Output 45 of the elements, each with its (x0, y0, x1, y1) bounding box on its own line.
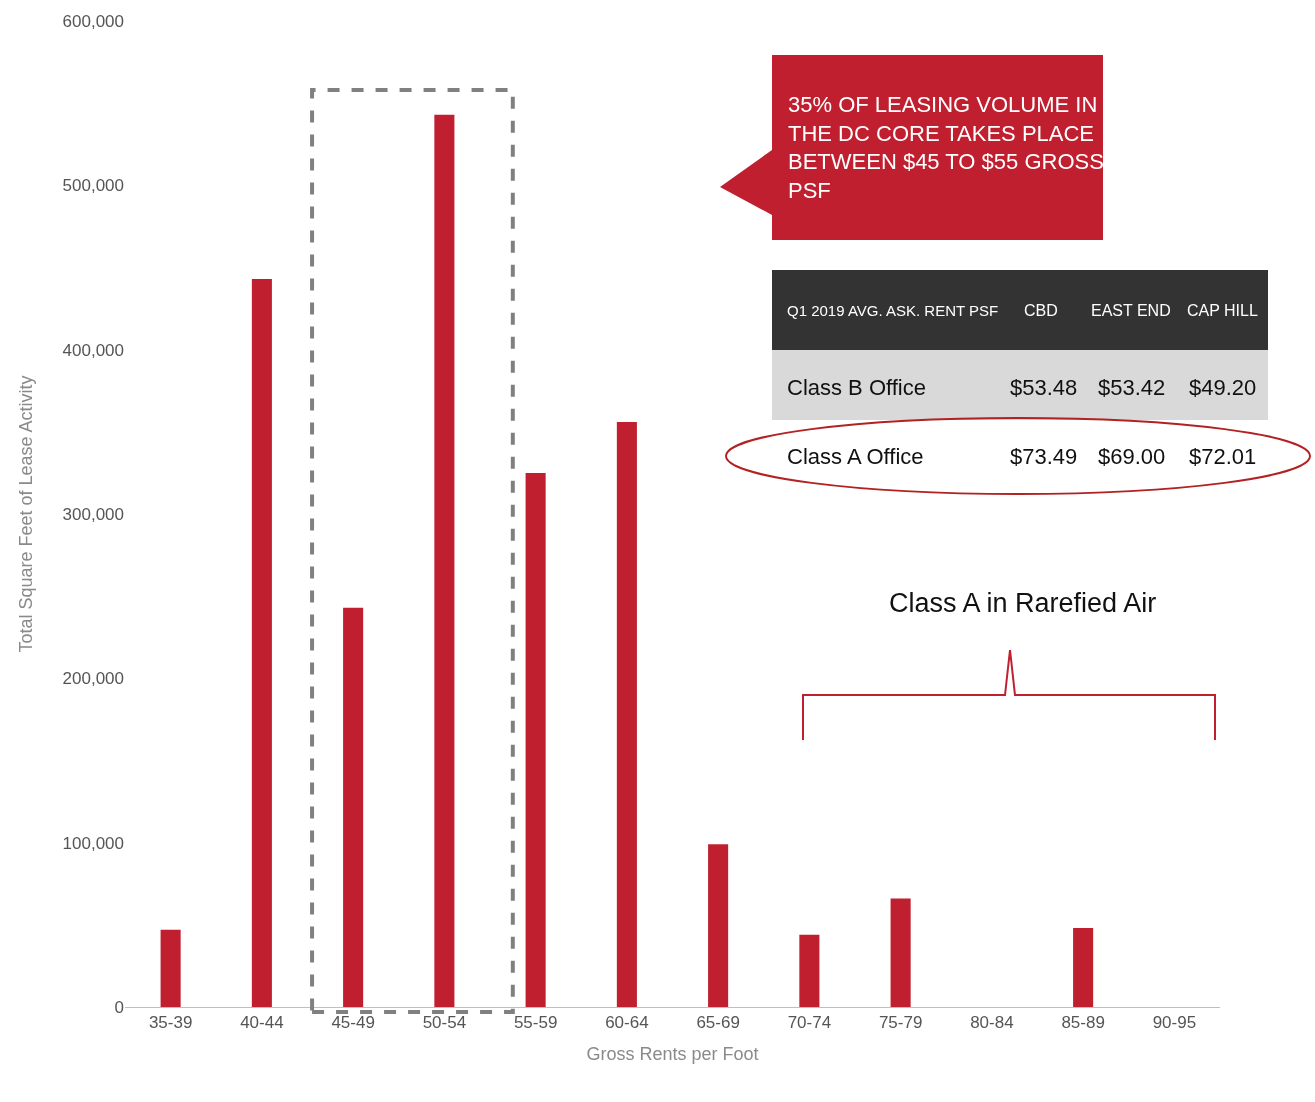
x-tick-label: 50-54 (422, 1013, 467, 1033)
y-tick-label: 200,000 (62, 669, 124, 689)
x-tick-label: 45-49 (331, 1013, 375, 1033)
annotation: $73.49 (1010, 444, 1078, 469)
bar (799, 934, 820, 1007)
y-tick-label: 500,000 (62, 176, 124, 196)
bar (434, 114, 455, 1007)
x-tick-label: 55-59 (513, 1013, 558, 1033)
x-tick-label: 70-74 (787, 1013, 832, 1033)
annotation: $53.48 (1010, 375, 1078, 400)
x-tick-label: 60-64 (605, 1013, 649, 1033)
y-tick-label: 400,000 (62, 340, 124, 360)
annotation: EAST END (1091, 302, 1171, 319)
annotation: $69.00 (1098, 444, 1166, 469)
annotation: 35% OF LEASING VOLUME IN THE DC CORE TAKES PLACE BETWEEN $45 TO $55 GROSS PSF (788, 92, 1104, 203)
annotation: $72.01 (1189, 444, 1257, 469)
annotation: Class B Office (787, 375, 926, 400)
y-tick-label: 600,000 (62, 11, 124, 31)
x-tick-label: 85-89 (1061, 1013, 1105, 1033)
x-tick-label: 35-39 (148, 1013, 193, 1033)
annotation: $53.42 (1098, 375, 1166, 400)
bar (1073, 928, 1094, 1007)
x-tick-label: 75-79 (878, 1013, 923, 1033)
y-axis-title: Total Square Feet of Lease Activity (15, 375, 36, 653)
bar (160, 929, 181, 1007)
x-tick-label: 65-69 (696, 1013, 740, 1033)
annotation: CAP HILL (1187, 302, 1258, 319)
x-tick-label: 90-95 (1152, 1013, 1197, 1033)
annotation: Class A Office (787, 444, 924, 469)
annotation: $49.20 (1189, 375, 1257, 400)
x-tick-label: 80-84 (970, 1013, 1014, 1033)
y-tick-label: 0 (114, 997, 124, 1017)
annotation: Class A in Rarefied Air (889, 588, 1157, 618)
y-tick-label: 100,000 (62, 833, 124, 853)
x-axis-title: Gross Rents per Foot (586, 1043, 759, 1064)
x-tick-label: 40-44 (240, 1013, 284, 1033)
bar (890, 898, 911, 1007)
bar (525, 472, 546, 1007)
bar (251, 279, 272, 1007)
bar (343, 607, 364, 1007)
y-tick-label: 300,000 (62, 504, 124, 524)
annotation: Q1 2019 AVG. ASK. RENT PSF (787, 302, 999, 319)
annotation: CBD (1024, 302, 1058, 319)
bar (708, 844, 729, 1007)
bar (616, 421, 637, 1007)
